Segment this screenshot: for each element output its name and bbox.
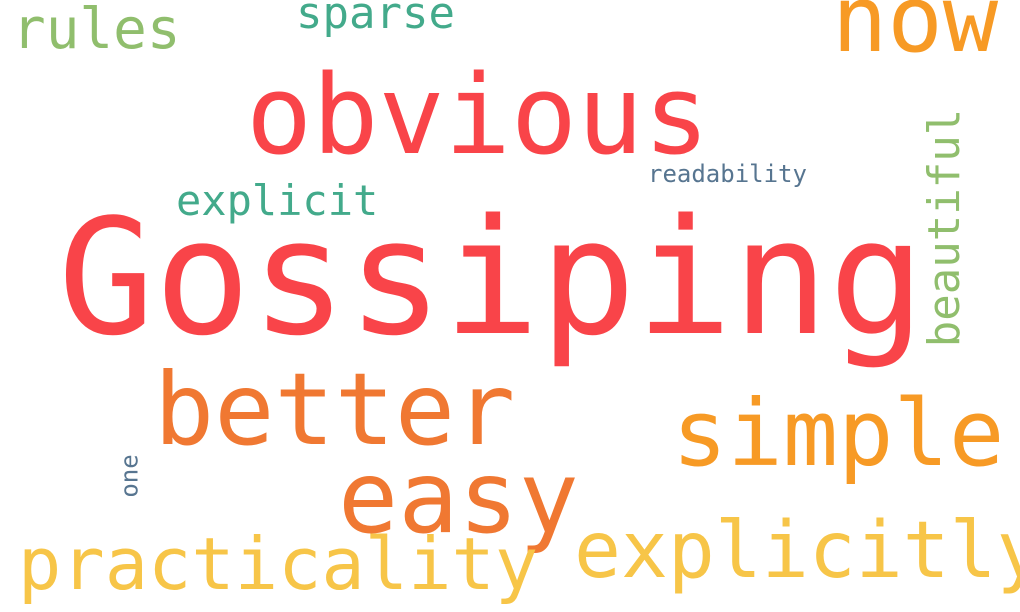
word-readability: readability [648, 160, 807, 188]
word-practicality: practicality [18, 522, 539, 606]
word-one: one [115, 454, 144, 498]
word-simple: simple [672, 380, 1005, 487]
word-beautiful: beautiful [919, 108, 971, 348]
word-explicitly: explicitly [574, 506, 1020, 596]
word-obvious: obvious [246, 51, 710, 179]
word-better: better [154, 351, 516, 468]
word-explicit: explicit [176, 176, 379, 225]
word-now: now [832, 0, 999, 73]
word-sparse: sparse [296, 0, 455, 39]
word-gossiping: Gossiping [58, 184, 925, 371]
word-rules: rules [12, 0, 181, 62]
word-easy: easy [338, 439, 579, 556]
